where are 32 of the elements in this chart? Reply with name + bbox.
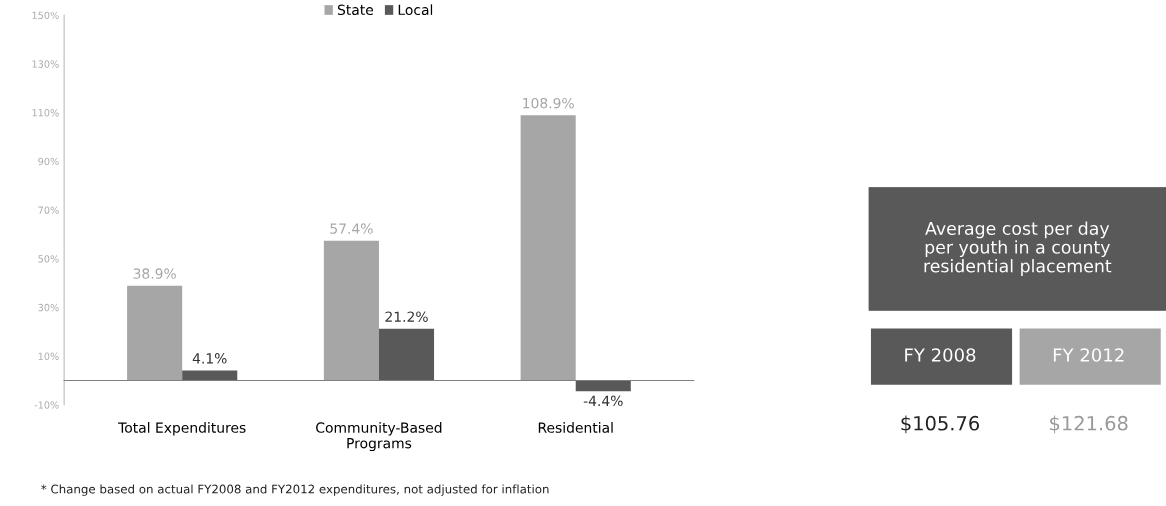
y-tick-label: 150% (32, 11, 59, 20)
bar (575, 380, 631, 392)
y-tick-label: 10% (38, 352, 59, 360)
y-tick-label: 30% (38, 303, 59, 312)
x-tick-label: Total Expenditures (118, 422, 246, 436)
data-label: 57.4% (330, 223, 373, 234)
text: $105.76 (901, 415, 980, 434)
category-label: FY 2012 (1053, 348, 1124, 362)
y-tick-label: 130% (32, 60, 59, 68)
y-tick-label: -10% (34, 401, 59, 409)
x-tick-label: Residential (538, 422, 613, 433)
legend-label: State (337, 4, 374, 16)
data-label: 21.2% (385, 311, 428, 322)
y-tick-label: 110% (32, 109, 59, 117)
y-tick-label: 90% (38, 157, 59, 166)
data-label: 108.9% (523, 97, 574, 109)
y-tick-label: 70% (38, 206, 59, 214)
legend-label: Local (398, 4, 433, 16)
data-label: -4.4% (583, 395, 623, 407)
data-label: 4.1% (192, 353, 227, 364)
bar (378, 328, 435, 381)
text: $121.68 (1050, 415, 1128, 434)
x-tick-label: Community-Based Programs (316, 422, 442, 452)
bar (127, 285, 183, 381)
y-tick-label: 50% (38, 255, 59, 263)
category-label: FY 2008 (905, 348, 976, 362)
text: Average cost per day per youth in a county residential placement (924, 221, 1112, 276)
bar (182, 370, 238, 381)
bar (323, 240, 379, 381)
bar (520, 115, 576, 381)
data-label: 38.9% (133, 268, 176, 279)
text: * Change based on actual FY2008 and FY2012 expenditures, not adjusted for inflation (41, 484, 549, 496)
